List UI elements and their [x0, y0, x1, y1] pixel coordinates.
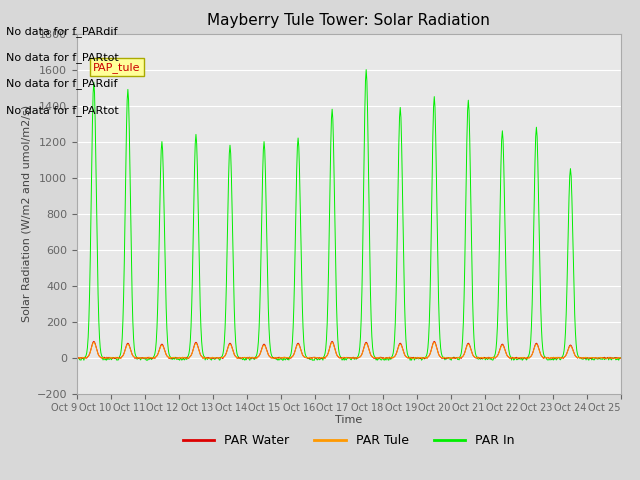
Line: PAR In: PAR In: [77, 70, 621, 360]
Line: PAR Tule: PAR Tule: [77, 342, 621, 359]
PAR Tule: [90, 339, 98, 345]
Text: No data for f_PARtot: No data for f_PARtot: [6, 52, 119, 63]
PAR Tule: [138, 355, 145, 360]
PAR Water: [73, 355, 81, 361]
Text: No data for f_PARdif: No data for f_PARdif: [6, 25, 118, 36]
PAR In: [284, 356, 292, 361]
PAR In: [73, 356, 81, 362]
PAR Water: [238, 355, 246, 360]
PAR Tule: [437, 354, 445, 360]
PAR In: [264, 277, 271, 283]
PAR In: [237, 356, 244, 361]
Y-axis label: Solar Radiation (W/m2 and umol/m2/s): Solar Radiation (W/m2 and umol/m2/s): [21, 105, 31, 322]
Line: PAR Water: PAR Water: [77, 341, 621, 359]
PAR Water: [406, 354, 414, 360]
Title: Mayberry Tule Tower: Solar Radiation: Mayberry Tule Tower: Solar Radiation: [207, 13, 490, 28]
PAR Tule: [285, 355, 292, 360]
PAR Water: [90, 338, 98, 344]
Text: PAP_tule: PAP_tule: [93, 61, 141, 72]
PAR In: [406, 354, 413, 360]
Legend: PAR Water, PAR Tule, PAR In: PAR Water, PAR Tule, PAR In: [178, 429, 520, 452]
PAR Water: [437, 354, 445, 360]
Text: No data for f_PARdif: No data for f_PARdif: [6, 78, 118, 89]
PAR Tule: [73, 355, 81, 361]
Text: No data for f_PARtot: No data for f_PARtot: [6, 105, 119, 116]
PAR Water: [111, 356, 118, 361]
X-axis label: Time: Time: [335, 415, 362, 425]
PAR Tule: [237, 355, 245, 361]
PAR In: [406, 358, 414, 363]
PAR Tule: [346, 356, 354, 361]
PAR In: [437, 345, 445, 351]
PAR Water: [265, 353, 273, 359]
PAR Tule: [264, 352, 272, 358]
PAR Water: [138, 355, 146, 360]
PAR Water: [285, 355, 293, 361]
PAR Water: [617, 356, 625, 361]
PAR Tule: [617, 355, 625, 361]
PAR In: [617, 355, 625, 360]
PAR Tule: [406, 355, 414, 361]
PAR In: [137, 357, 145, 363]
PAR In: [362, 67, 370, 72]
